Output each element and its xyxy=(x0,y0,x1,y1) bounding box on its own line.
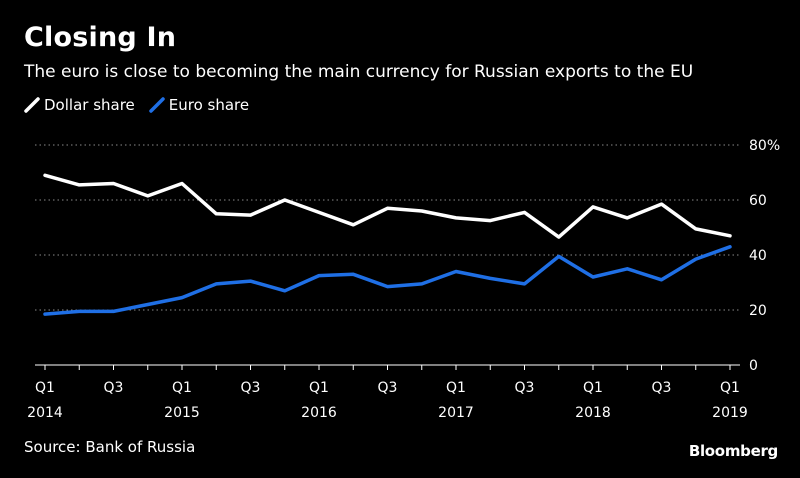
x-tick-label: Q3 xyxy=(241,380,261,396)
x-tick-year-label: 2014 xyxy=(27,405,63,421)
legend: Dollar share Euro share xyxy=(24,96,263,114)
y-tick-label: 0 xyxy=(749,358,758,374)
series-line-dollar xyxy=(43,173,732,239)
series-line-euro xyxy=(43,245,732,316)
x-tick-label: Q3 xyxy=(104,380,124,396)
axis-layer: 0 20 40 60 80% Q1 2014 Q3 Q1 2015 Q3 Q1 2016 Q3 Q1 2017… xyxy=(27,138,780,421)
x-tick-label: Q1 xyxy=(583,380,603,396)
y-tick-label: 40 xyxy=(749,248,767,264)
y-tick-label: 20 xyxy=(749,303,767,319)
chart-subtitle: The euro is close to becoming the main c… xyxy=(24,62,694,82)
x-tick-year-label: 2016 xyxy=(301,405,337,421)
x-tick-year-label: 2018 xyxy=(575,405,611,421)
x-tick-label: Q1 xyxy=(720,380,740,396)
legend-item-dollar: Dollar share xyxy=(24,96,135,114)
legend-label-dollar: Dollar share xyxy=(44,96,135,114)
x-tick-label: Q1 xyxy=(35,380,55,396)
x-tick-label: Q3 xyxy=(652,380,672,396)
y-tick-label: 60 xyxy=(749,193,767,209)
x-tick-year-label: 2019 xyxy=(712,405,748,421)
x-tick-label: Q1 xyxy=(446,380,466,396)
legend-swatch-dollar-icon xyxy=(24,97,40,113)
source-note: Source: Bank of Russia xyxy=(24,438,196,456)
x-tick-label: Q3 xyxy=(378,380,398,396)
brand-logo: Bloomberg xyxy=(688,442,778,460)
x-tick-label: Q1 xyxy=(172,380,192,396)
x-tick-year-label: 2017 xyxy=(438,405,474,421)
x-tick-label: Q3 xyxy=(515,380,535,396)
y-tick-label: 80% xyxy=(749,138,780,154)
x-tick-year-label: 2015 xyxy=(164,405,200,421)
legend-item-euro: Euro share xyxy=(149,96,249,114)
x-tick-label: Q1 xyxy=(309,380,329,396)
grid-layer xyxy=(35,144,740,311)
series-layer xyxy=(43,173,732,316)
legend-swatch-euro-icon xyxy=(149,97,165,113)
legend-label-euro: Euro share xyxy=(168,96,250,114)
chart-title: Closing In xyxy=(24,22,177,53)
